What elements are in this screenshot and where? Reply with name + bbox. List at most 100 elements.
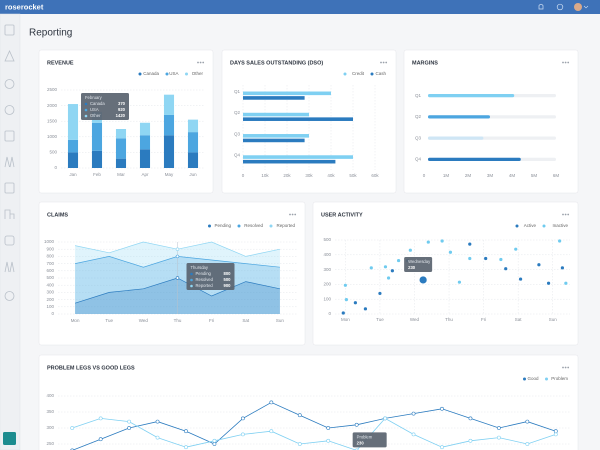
menu-dot <box>382 61 385 64</box>
y-tick-label: Q1 <box>234 89 241 94</box>
x-tick-label: Sun <box>549 317 558 322</box>
point <box>383 416 388 421</box>
menu-dot <box>289 213 291 216</box>
app-badge[interactable] <box>3 432 16 445</box>
point <box>127 419 132 424</box>
y-tick-label: Q3 <box>415 135 422 140</box>
point <box>297 413 302 418</box>
menu-dot <box>380 61 382 64</box>
point <box>240 432 245 437</box>
legend-label: Inactive <box>552 223 568 228</box>
tooltip-dot <box>190 278 193 282</box>
legend-label: Reported <box>276 223 295 228</box>
y-tick-label: 700 <box>46 261 54 266</box>
point <box>564 281 568 285</box>
nav-icon[interactable] <box>4 235 15 246</box>
y-tick-label: 350 <box>46 409 54 414</box>
top-icons <box>538 3 589 11</box>
nav-icon[interactable] <box>4 130 15 142</box>
nav-icon[interactable] <box>4 209 15 219</box>
bar-segment <box>115 129 127 139</box>
menu-dot <box>562 61 564 64</box>
tooltip-title: February <box>85 95 103 100</box>
tooltip-value: 800 <box>224 271 232 276</box>
y-tick-label: 500 <box>46 275 54 280</box>
point <box>448 250 453 254</box>
line <box>72 417 556 450</box>
nav-icon[interactable] <box>4 182 15 194</box>
card <box>312 201 579 346</box>
x-tick-label: 6M <box>553 173 560 178</box>
x-tick-label: Feb <box>93 172 101 177</box>
card-title: USER ACTIVITY <box>321 212 363 218</box>
legend-swatch <box>542 224 546 228</box>
legend-swatch <box>208 224 211 228</box>
nav-icon[interactable] <box>4 50 15 62</box>
legend-swatch <box>370 72 374 76</box>
avatar-caret[interactable] <box>583 5 589 9</box>
logo[interactable]: roserocket <box>5 2 44 11</box>
x-tick-label: 1M <box>443 173 450 178</box>
point <box>297 442 302 446</box>
y-tick-label: 900 <box>46 246 54 251</box>
bar-segment <box>139 122 151 136</box>
bar <box>428 136 484 140</box>
legend-swatch <box>545 377 548 381</box>
menu-dot <box>197 61 199 64</box>
point <box>537 263 541 267</box>
nav-icon[interactable] <box>4 24 15 36</box>
x-tick-label: Tue <box>376 317 384 322</box>
nav-icon[interactable] <box>4 105 15 115</box>
point <box>484 256 488 261</box>
card <box>38 49 214 194</box>
legend-label: Other <box>192 71 204 76</box>
avatar[interactable] <box>574 3 582 11</box>
x-tick-label: Fri <box>481 317 486 322</box>
y-tick-label: 0 <box>51 311 54 316</box>
point <box>363 307 368 311</box>
card <box>38 201 306 346</box>
y-tick-label: 600 <box>46 268 54 273</box>
nav-icon[interactable] <box>4 79 15 89</box>
point <box>560 266 564 270</box>
y-tick-label: 1000 <box>44 239 55 244</box>
help-icon[interactable] <box>556 3 564 11</box>
x-tick-label: 2M <box>465 173 472 178</box>
y-tick-label: 250 <box>46 441 54 446</box>
top-bar <box>0 0 600 14</box>
y-tick-label: 0 <box>328 311 331 316</box>
sidebar-icons <box>4 24 15 301</box>
bar-segment <box>187 152 199 168</box>
nav-icon[interactable] <box>4 261 15 273</box>
point <box>514 247 518 251</box>
point <box>269 429 274 434</box>
legend-label: Problem <box>551 376 568 381</box>
x-tick-label: Fri <box>209 318 214 323</box>
tooltip <box>81 93 129 120</box>
bell-icon[interactable] <box>538 3 544 10</box>
y-tick-label: 100 <box>46 304 54 309</box>
bar <box>243 155 353 159</box>
bar-segment <box>139 149 151 168</box>
x-tick-label: Sat <box>242 318 250 323</box>
menu-dot <box>567 366 570 369</box>
point <box>440 445 444 450</box>
nav-icon[interactable] <box>4 156 15 168</box>
point <box>378 291 382 296</box>
tooltip-dot <box>190 272 193 276</box>
menu-dot <box>562 213 564 216</box>
tooltip-name: Reported <box>196 283 214 288</box>
point <box>440 406 444 411</box>
bar-segment <box>91 150 103 168</box>
point <box>440 239 444 243</box>
tooltip-name: USA <box>90 107 99 112</box>
bar <box>243 159 336 164</box>
point <box>175 254 180 259</box>
y-tick-label: 100 <box>323 296 331 301</box>
tooltip-title: Thursday <box>191 265 209 270</box>
bar-segment <box>139 135 151 150</box>
point <box>341 311 345 315</box>
nav-icon[interactable] <box>4 291 15 301</box>
x-tick-label: Sun <box>276 318 285 323</box>
